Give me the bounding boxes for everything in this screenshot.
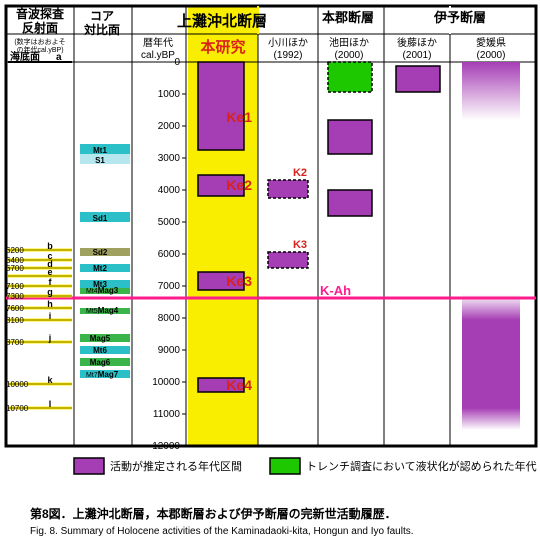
chart-container: 音波探査反射面(数字はおおよその年代cal.yBP)コア対比面暦年代cal.yB…	[0, 0, 540, 552]
ke-label: Ke2	[226, 177, 252, 193]
col3-hdr: 上灘沖北断層	[177, 12, 267, 30]
tick-label: 9000	[158, 345, 181, 356]
subhdr: 小川ほか	[268, 37, 308, 49]
ikeda-bar	[328, 62, 372, 92]
tick-label: 1000	[158, 89, 181, 100]
col1-hdr: 反射面	[22, 20, 58, 35]
marker-letter: h	[47, 299, 53, 309]
col2-hdr: 対比面	[83, 22, 120, 37]
core-label: Mt1	[93, 146, 107, 155]
ikeda-bar	[328, 190, 372, 216]
legend-label: トレンチ調査において液状化が認められた年代	[306, 459, 537, 473]
legend-swatch	[74, 458, 104, 474]
study-bar	[198, 62, 244, 150]
core-label: Mt6	[93, 346, 107, 355]
ke-label: Ke1	[226, 109, 252, 125]
subhdr: 後藤ほか	[397, 36, 437, 49]
core-label: Sd2	[93, 248, 108, 257]
marker-val: 8100	[6, 316, 24, 325]
core-label: Mag6	[90, 358, 111, 367]
marker-val: 10700	[6, 404, 29, 413]
subhdr: 池田ほか	[329, 36, 369, 49]
ehime-bar	[462, 408, 520, 430]
subhdr: (1992)	[274, 50, 303, 61]
subhdr: 愛媛県	[476, 36, 506, 49]
tick-label: 4000	[158, 185, 181, 196]
marker-letter: i	[49, 311, 52, 321]
marker-letter: j	[48, 333, 52, 343]
core-label: Sd1	[93, 214, 108, 223]
tick-label: 6000	[158, 249, 181, 260]
col5-hdr: 伊予断層	[433, 10, 486, 25]
fault-chart: 音波探査反射面(数字はおおよその年代cal.yBP)コア対比面暦年代cal.yB…	[0, 0, 540, 552]
col1-sub: (数字はおおよそ	[14, 37, 65, 46]
k-label: K3	[293, 239, 307, 251]
marker-letter: e	[47, 267, 52, 277]
tick-label: 5000	[158, 217, 181, 228]
subhdr: (2000)	[335, 50, 364, 61]
subhdr: (2001)	[403, 50, 432, 61]
tick-label: 0	[174, 57, 180, 68]
ogawa-bar	[268, 252, 308, 268]
marker-val: 7300	[6, 292, 24, 301]
marker-val: 8700	[6, 338, 24, 347]
marker-val: 6700	[6, 264, 24, 273]
tick-label: 7000	[158, 281, 181, 292]
tick-label: 8000	[158, 313, 181, 324]
kah-label: K-Ah	[320, 283, 351, 298]
subhdr: 本研究	[200, 38, 245, 56]
ikeda-bar	[328, 120, 372, 154]
axis-label: cal.yBP	[141, 50, 175, 61]
tick-label: 12000	[152, 441, 180, 452]
core-label: Mt2	[93, 264, 107, 273]
col4-hdr: 本郡断層	[322, 10, 374, 25]
plot-border	[6, 6, 536, 446]
core-label: Mag3	[98, 286, 119, 295]
goto-bar	[396, 66, 440, 92]
marker-val: 7100	[6, 282, 24, 291]
ke-label: Ke4	[226, 377, 252, 393]
ehime-bar	[462, 62, 520, 120]
tick-label: 11000	[153, 409, 181, 420]
col1-hdr: 音波探査	[16, 6, 65, 21]
tick-label: 3000	[158, 153, 181, 164]
marker-val: 6200	[6, 246, 24, 255]
core-band	[80, 154, 130, 164]
core-label: Mag7	[98, 370, 119, 379]
marker-letter: g	[47, 287, 53, 297]
col2-hdr: コア	[90, 9, 114, 23]
core-label: S1	[95, 156, 105, 165]
marker-letter: l	[49, 399, 52, 409]
ogawa-bar	[268, 180, 308, 198]
ehime-bar	[462, 320, 520, 408]
ke-label: Ke3	[226, 273, 252, 289]
tick-label: 2000	[158, 121, 181, 132]
axis-label: 暦年代	[143, 36, 173, 49]
subhdr: (2000)	[477, 50, 506, 61]
tick-label: 10000	[152, 377, 180, 388]
k-label: K2	[293, 167, 307, 179]
core-label: Mag5	[90, 334, 111, 343]
caption-en: Fig. 8. Summary of Holocene activities o…	[30, 526, 414, 537]
marker-letter: b	[47, 241, 53, 251]
marker-val: 7600	[6, 304, 24, 313]
legend-swatch	[270, 458, 300, 474]
caption-jp: 第8図．上灘沖北断層，本郡断層および伊予断層の完新世活動履歴．	[30, 506, 397, 521]
marker-val: 10000	[6, 380, 29, 389]
core-label: Mag4	[98, 306, 119, 315]
legend-label: 活動が推定される年代区間	[110, 459, 242, 473]
